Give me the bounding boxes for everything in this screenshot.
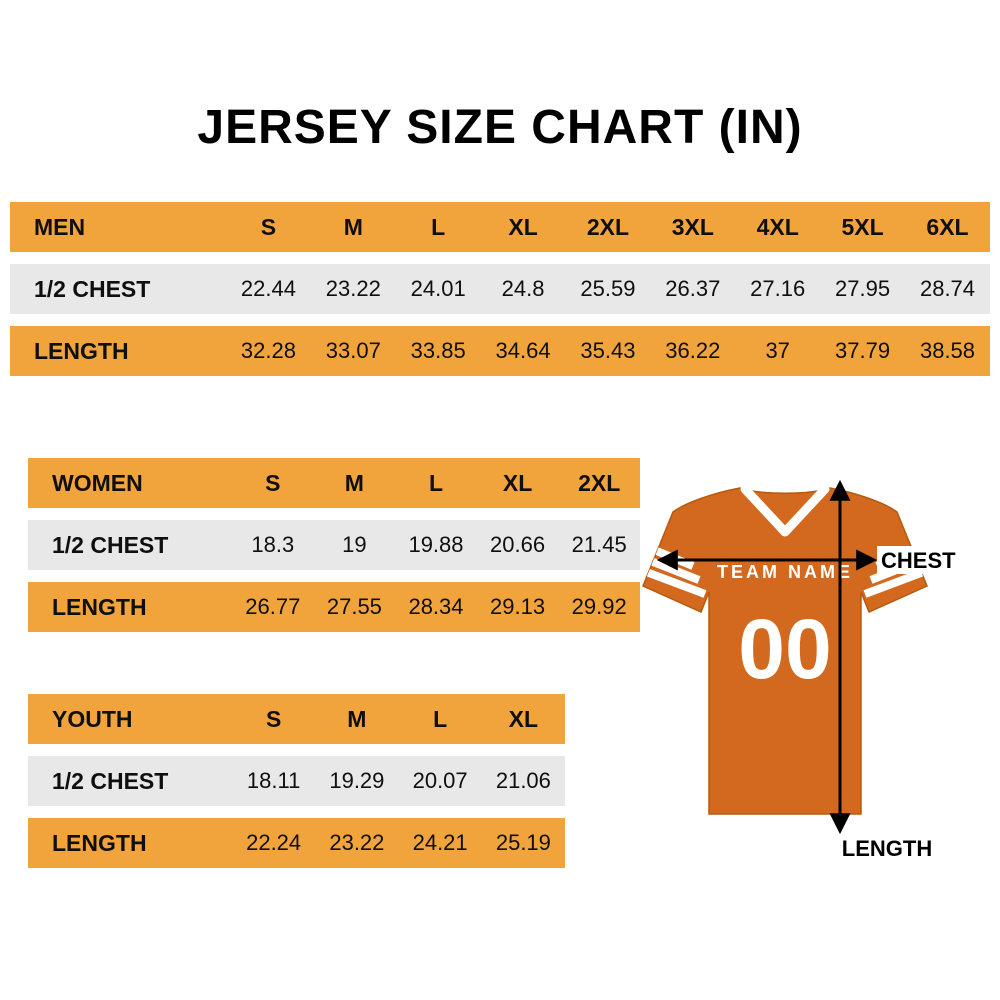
youth-value-cell: 23.22: [315, 818, 399, 868]
men-value-cell: 24.8: [480, 264, 566, 314]
women-value-cell: 26.77: [232, 582, 314, 632]
jersey-number: 00: [738, 602, 831, 696]
women-header-row: WOMEN S M L XL 2XL: [28, 458, 640, 508]
women-row-1: LENGTH 26.77 27.55 28.34 29.13 29.92: [28, 582, 640, 632]
men-header-cell: MEN: [10, 202, 226, 252]
women-header-cell: 2XL: [558, 458, 640, 508]
men-header-cell: 4XL: [735, 202, 821, 252]
men-row-label: LENGTH: [10, 326, 226, 376]
women-header-cell: WOMEN: [28, 458, 232, 508]
youth-value-cell: 19.29: [315, 756, 399, 806]
jersey-collar: [740, 484, 830, 537]
women-header-cell: L: [395, 458, 477, 508]
chest-label-backdrop: [877, 546, 969, 574]
women-row-label: 1/2 CHEST: [28, 520, 232, 570]
youth-header-cell: M: [315, 694, 399, 744]
men-value-cell: 36.22: [650, 326, 736, 376]
women-value-cell: 21.45: [558, 520, 640, 570]
men-value-cell: 37.79: [820, 326, 905, 376]
youth-value-cell: 24.21: [398, 818, 482, 868]
youth-row-1: LENGTH 22.24 23.22 24.21 25.19: [28, 818, 565, 868]
youth-value-cell: 22.24: [232, 818, 316, 868]
length-label: LENGTH: [842, 836, 932, 861]
men-header-cell: M: [310, 202, 396, 252]
women-header-cell: XL: [476, 458, 559, 508]
men-header-cell: 6XL: [905, 202, 990, 252]
men-value-cell: 28.74: [905, 264, 990, 314]
women-value-cell: 19.88: [395, 520, 477, 570]
men-value-cell: 35.43: [565, 326, 651, 376]
women-value-cell: 29.92: [558, 582, 640, 632]
women-value-cell: 18.3: [232, 520, 314, 570]
youth-value-cell: 25.19: [481, 818, 565, 868]
men-value-cell: 27.16: [735, 264, 821, 314]
youth-row-label: 1/2 CHEST: [28, 756, 232, 806]
women-row-0: 1/2 CHEST 18.3 19 19.88 20.66 21.45: [28, 520, 640, 570]
jersey-illustration: TEAM NAME 00 CHEST LENGTH: [642, 479, 969, 861]
youth-value-cell: 21.06: [481, 756, 565, 806]
men-value-cell: 33.85: [395, 326, 481, 376]
men-header-cell: L: [395, 202, 481, 252]
chest-label: CHEST: [881, 548, 956, 573]
men-value-cell: 34.64: [480, 326, 566, 376]
women-header-cell: M: [313, 458, 396, 508]
men-header-cell: 5XL: [820, 202, 905, 252]
men-value-cell: 24.01: [395, 264, 481, 314]
youth-header-cell: L: [398, 694, 482, 744]
men-header-cell: 3XL: [650, 202, 736, 252]
men-value-cell: 22.44: [226, 264, 311, 314]
youth-value-cell: 20.07: [398, 756, 482, 806]
men-header-cell: XL: [480, 202, 566, 252]
women-value-cell: 27.55: [313, 582, 396, 632]
men-row-label: 1/2 CHEST: [10, 264, 226, 314]
men-value-cell: 23.22: [310, 264, 396, 314]
youth-header-cell: S: [232, 694, 316, 744]
men-value-cell: 25.59: [565, 264, 651, 314]
men-value-cell: 33.07: [310, 326, 396, 376]
youth-row-0: 1/2 CHEST 18.11 19.29 20.07 21.06: [28, 756, 565, 806]
women-value-cell: 20.66: [476, 520, 559, 570]
youth-row-label: LENGTH: [28, 818, 232, 868]
men-value-cell: 32.28: [226, 326, 311, 376]
page-title: JERSEY SIZE CHART (IN): [197, 101, 803, 154]
women-value-cell: 28.34: [395, 582, 477, 632]
women-value-cell: 19: [313, 520, 396, 570]
youth-value-cell: 18.11: [232, 756, 316, 806]
men-row-0: 1/2 CHEST 22.44 23.22 24.01 24.8 25.59 26.37 27…: [10, 264, 990, 314]
men-header-cell: 2XL: [565, 202, 651, 252]
men-header-cell: S: [226, 202, 311, 252]
youth-size-table: YOUTH S M L XL 1/2 CHEST 18.11 19.29 20.07 21.06 L…: [28, 682, 565, 880]
youth-header-cell: YOUTH: [28, 694, 232, 744]
youth-header-cell: XL: [481, 694, 565, 744]
jersey-diagram: TEAM NAME 00 CHEST LENGTH: [635, 462, 995, 862]
men-header-row: MEN S M L XL 2XL 3XL 4XL 5XL 6XL: [10, 202, 990, 252]
men-value-cell: 37: [735, 326, 821, 376]
women-value-cell: 29.13: [476, 582, 559, 632]
men-value-cell: 38.58: [905, 326, 990, 376]
youth-header-row: YOUTH S M L XL: [28, 694, 565, 744]
men-value-cell: 27.95: [820, 264, 905, 314]
men-row-1: LENGTH 32.28 33.07 33.85 34.64 35.43 36.22 37 37…: [10, 326, 990, 376]
men-size-table: MEN S M L XL 2XL 3XL 4XL 5XL 6XL 1/2 CHEST 22.44 23.…: [10, 190, 990, 388]
women-size-table: WOMEN S M L XL 2XL 1/2 CHEST 18.3 19 19.88 20.66 21…: [28, 446, 640, 644]
men-value-cell: 26.37: [650, 264, 736, 314]
jersey-team-name: TEAM NAME: [717, 562, 853, 582]
women-row-label: LENGTH: [28, 582, 232, 632]
women-header-cell: S: [232, 458, 314, 508]
